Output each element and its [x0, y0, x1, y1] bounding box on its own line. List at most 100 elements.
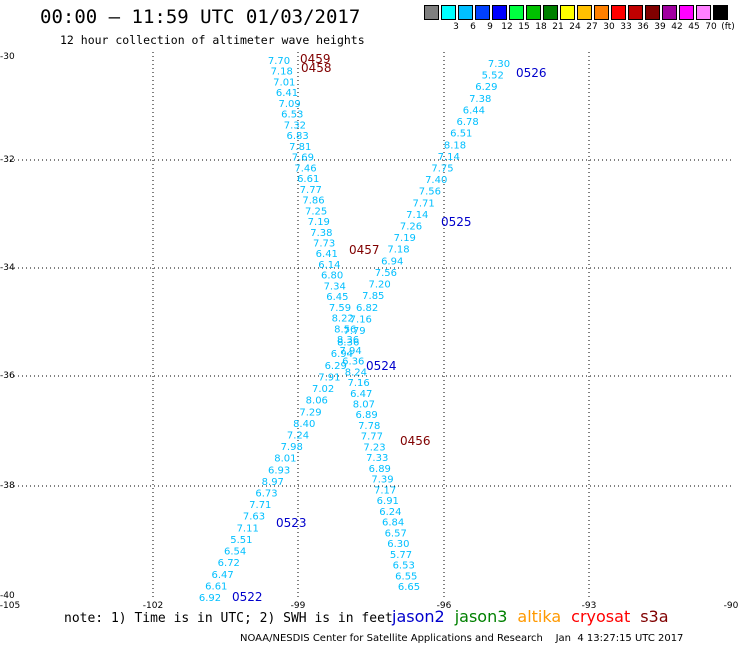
- time-label-0458: 0458: [301, 61, 332, 75]
- track-a-value: 7.46: [294, 163, 316, 174]
- track-b-value: 7.71: [249, 500, 271, 511]
- legend-label: 18: [535, 22, 547, 32]
- track-a-value: 7.18: [271, 67, 293, 78]
- track-a-value: 6.53: [393, 561, 415, 572]
- legend-label: 30: [603, 22, 615, 32]
- track-a-value: 6.65: [398, 582, 420, 593]
- track-b-value: 7.26: [400, 222, 422, 233]
- track-b-value: 6.92: [199, 593, 221, 604]
- track-a-value: 7.81: [289, 142, 311, 153]
- track-b-value: 7.71: [412, 198, 434, 209]
- legend-swatch: [662, 5, 677, 20]
- track-a-values: 7.707.187.016.417.096.537.326.837.817.69…: [268, 56, 420, 593]
- track-b-value: 7.24: [287, 431, 309, 442]
- track-b-value: 6.73: [255, 489, 277, 500]
- track-a-value: 7.39: [371, 475, 393, 486]
- track-b-value: 7.85: [362, 291, 384, 302]
- track-b-value: 7.30: [488, 59, 510, 70]
- track-a-value: 8.36: [337, 335, 359, 346]
- legend-swatch: [458, 5, 473, 20]
- legend-swatch: [679, 5, 694, 20]
- time-label-0522: 0522: [232, 590, 263, 604]
- track-b-value: 8.06: [306, 396, 328, 407]
- track-b-value: 6.51: [450, 129, 472, 140]
- track-b-value: 6.54: [224, 547, 246, 558]
- legend-label: 24: [569, 22, 581, 32]
- satellite-cryosat: cryosat: [571, 607, 631, 626]
- track-a-value: 7.34: [324, 281, 346, 292]
- legend-swatch: [441, 5, 456, 20]
- track-a-value: 6.57: [385, 528, 407, 539]
- track-a-value: 7.86: [302, 196, 324, 207]
- track-b-value: 7.11: [237, 523, 259, 534]
- satellite-legend: jason2 jason3 altika cryosat s3a: [392, 607, 679, 626]
- legend-swatch: [577, 5, 592, 20]
- track-b-value: 8.36: [337, 338, 359, 349]
- track-a-value: 6.30: [387, 539, 409, 550]
- credit-line: NOAA/NESDIS Center for Satellite Applica…: [240, 633, 684, 644]
- latitude-label: -34: [0, 263, 15, 273]
- time-label-0456: 0456: [400, 434, 431, 448]
- track-a-value: 7.78: [358, 421, 380, 432]
- track-a-value: 7.69: [292, 153, 314, 164]
- track-b-value: 6.47: [211, 570, 233, 581]
- track-a-value: 7.09: [278, 99, 300, 110]
- track-a-value: 7.16: [347, 378, 369, 389]
- track-a-value: 6.84: [382, 518, 404, 529]
- latitude-label: -30: [0, 52, 15, 62]
- track-b-values: 7.305.526.297.386.446.786.518.187.147.75…: [199, 59, 510, 604]
- track-b-value: 6.78: [456, 117, 478, 128]
- track-b-value: 7.79: [343, 326, 365, 337]
- map-title: 00:00 – 11:59 UTC 01/03/2017: [40, 6, 361, 28]
- latitude-label: -36: [0, 371, 15, 381]
- track-b-value: 7.18: [387, 245, 409, 256]
- units-note: note: 1) Time is in UTC; 2) SWH is in fe…: [64, 611, 393, 626]
- time-label-0523: 0523: [276, 516, 307, 530]
- track-a-value: 6.83: [286, 131, 308, 142]
- legend-swatch: [713, 5, 728, 20]
- track-a-value: 7.94: [339, 346, 361, 357]
- track-a-value: 7.17: [374, 485, 396, 496]
- time-label-0525: 0525: [441, 215, 472, 229]
- track-b-value: 6.44: [463, 105, 485, 116]
- track-a-value: 6.80: [321, 271, 343, 282]
- track-b-value: 7.56: [419, 187, 441, 198]
- track-a-value: 8.24: [345, 367, 367, 378]
- time-label-0526: 0526: [516, 66, 547, 80]
- legend-swatch: [645, 5, 660, 20]
- track-b-value: 6.29: [325, 361, 347, 372]
- longitude-label: -99: [290, 601, 306, 611]
- track-b-value: 6.82: [356, 303, 378, 314]
- legend-label: 39: [654, 22, 666, 32]
- track-b-value: 5.52: [482, 71, 504, 82]
- track-b-value: 7.56: [375, 268, 397, 279]
- legend-label: 70: [705, 22, 717, 32]
- track-a-value: 7.59: [329, 303, 351, 314]
- track-a-value: 7.38: [310, 228, 332, 239]
- track-a-value: 7.32: [284, 120, 306, 131]
- legend-swatch: [696, 5, 711, 20]
- legend-label: 12: [501, 22, 513, 32]
- legend-swatch: [424, 5, 439, 20]
- track-b-value: 5.51: [230, 535, 252, 546]
- time-label-0459: 0459: [300, 52, 331, 66]
- track-a-value: 7.70: [268, 56, 290, 67]
- legend-label: 36: [637, 22, 649, 32]
- track-b-value: 7.14: [438, 152, 460, 163]
- track-a-value: 7.19: [308, 217, 330, 228]
- legend-label: 45: [688, 22, 700, 32]
- track-b-value: 7.16: [350, 314, 372, 325]
- satellite-jason3: jason3: [454, 607, 508, 626]
- legend-swatch: [628, 5, 643, 20]
- map-subtitle: 12 hour collection of altimeter wave hei…: [60, 33, 365, 47]
- longitude-label: -105: [0, 601, 21, 611]
- longitude-label: -96: [436, 601, 452, 611]
- track-a-value: 7.01: [273, 78, 295, 89]
- legend-label: 15: [518, 22, 530, 32]
- track-a-value: 8.22: [332, 314, 354, 325]
- legend-swatch: [475, 5, 490, 20]
- legend-swatch: [509, 5, 524, 20]
- track-a-value: 5.77: [390, 550, 412, 561]
